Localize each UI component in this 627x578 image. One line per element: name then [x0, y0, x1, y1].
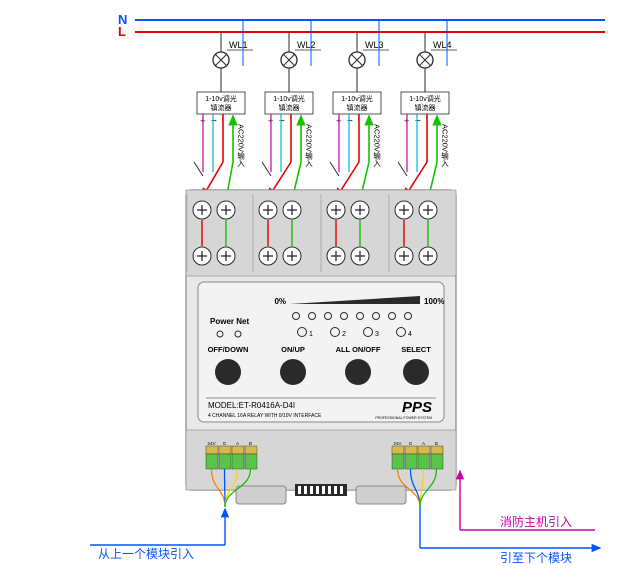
- terminal-screw: [395, 201, 413, 219]
- load-label: WL4: [433, 40, 452, 50]
- svg-text:−: −: [415, 116, 421, 127]
- panel-button[interactable]: [280, 359, 306, 385]
- button-label: SELECT: [401, 345, 431, 354]
- svg-text:镇流器: 镇流器: [211, 103, 232, 112]
- svg-text:1: 1: [309, 331, 313, 338]
- svg-text:24V: 24V: [207, 441, 215, 446]
- terminal-screw: [419, 201, 437, 219]
- svg-text:1-10v调光: 1-10v调光: [341, 94, 373, 103]
- svg-text:2: 2: [342, 331, 346, 338]
- load-label: WL3: [365, 40, 384, 50]
- svg-text:A: A: [422, 441, 425, 446]
- panel-button[interactable]: [403, 359, 429, 385]
- svg-text:G: G: [223, 441, 227, 446]
- svg-text:1-10v调光: 1-10v调光: [409, 94, 441, 103]
- label-sub: 4 CHANNEL 16A RELAY WITH 0/10V INTERFACE: [208, 413, 322, 419]
- svg-text:1-10v调光: 1-10v调光: [205, 94, 237, 103]
- din-clip: [356, 486, 406, 504]
- svg-text:−: −: [211, 116, 217, 127]
- ac-label: AC220V输入: [304, 124, 313, 167]
- label-model: MODEL:ET-R0416A-D4I: [208, 401, 295, 410]
- ac-label: AC220V输入: [372, 124, 381, 167]
- brand: PPS: [402, 399, 432, 416]
- terminal-screw: [283, 247, 301, 265]
- terminal-screw: [193, 201, 211, 219]
- panel-button[interactable]: [345, 359, 371, 385]
- terminal-screw: [351, 201, 369, 219]
- button-label: ON/UP: [281, 345, 305, 354]
- brand-sub: PROFESSIONAL POWER SYSTEM: [375, 416, 432, 420]
- label-100pct: 100%: [424, 297, 444, 306]
- terminal-screw: [419, 247, 437, 265]
- terminal-screw: [217, 247, 235, 265]
- terminal-screw: [395, 247, 413, 265]
- svg-text:1-10v调光: 1-10v调光: [273, 94, 305, 103]
- label-0pct: 0%: [274, 297, 286, 306]
- load-label: WL2: [297, 40, 316, 50]
- ac-label: AC220V输入: [236, 124, 245, 167]
- label-fire-host: 消防主机引入: [500, 514, 572, 529]
- svg-text:4: 4: [408, 331, 412, 338]
- svg-text:镇流器: 镇流器: [347, 103, 368, 112]
- label-next-module: 引至下个模块: [500, 551, 572, 565]
- terminal-screw: [217, 201, 235, 219]
- terminal-screw: [351, 247, 369, 265]
- terminal-screw: [283, 201, 301, 219]
- dip-switch[interactable]: [295, 484, 347, 496]
- svg-text:−: −: [279, 116, 285, 127]
- terminal-screw: [193, 247, 211, 265]
- ac-label: AC220V输入: [440, 124, 449, 167]
- label-power-net: Power Net: [210, 317, 249, 326]
- svg-text:3: 3: [375, 331, 379, 338]
- button-label: OFF/DOWN: [208, 345, 249, 354]
- terminal-screw: [259, 201, 277, 219]
- svg-text:B: B: [435, 441, 438, 446]
- terminal-screw: [259, 247, 277, 265]
- panel-button[interactable]: [215, 359, 241, 385]
- label-l: L: [118, 24, 126, 39]
- svg-text:镇流器: 镇流器: [279, 103, 300, 112]
- din-clip: [236, 486, 286, 504]
- svg-text:B: B: [249, 441, 252, 446]
- terminal-screw: [327, 201, 345, 219]
- load-label: WL1: [229, 40, 248, 50]
- svg-text:镇流器: 镇流器: [415, 103, 436, 112]
- svg-text:24V: 24V: [393, 441, 401, 446]
- label-prev-module: 从上一个模块引入: [98, 547, 194, 561]
- button-label: ALL ON/OFF: [336, 345, 381, 354]
- svg-text:−: −: [347, 116, 353, 127]
- svg-text:G: G: [409, 441, 413, 446]
- svg-text:A: A: [236, 441, 239, 446]
- terminal-screw: [327, 247, 345, 265]
